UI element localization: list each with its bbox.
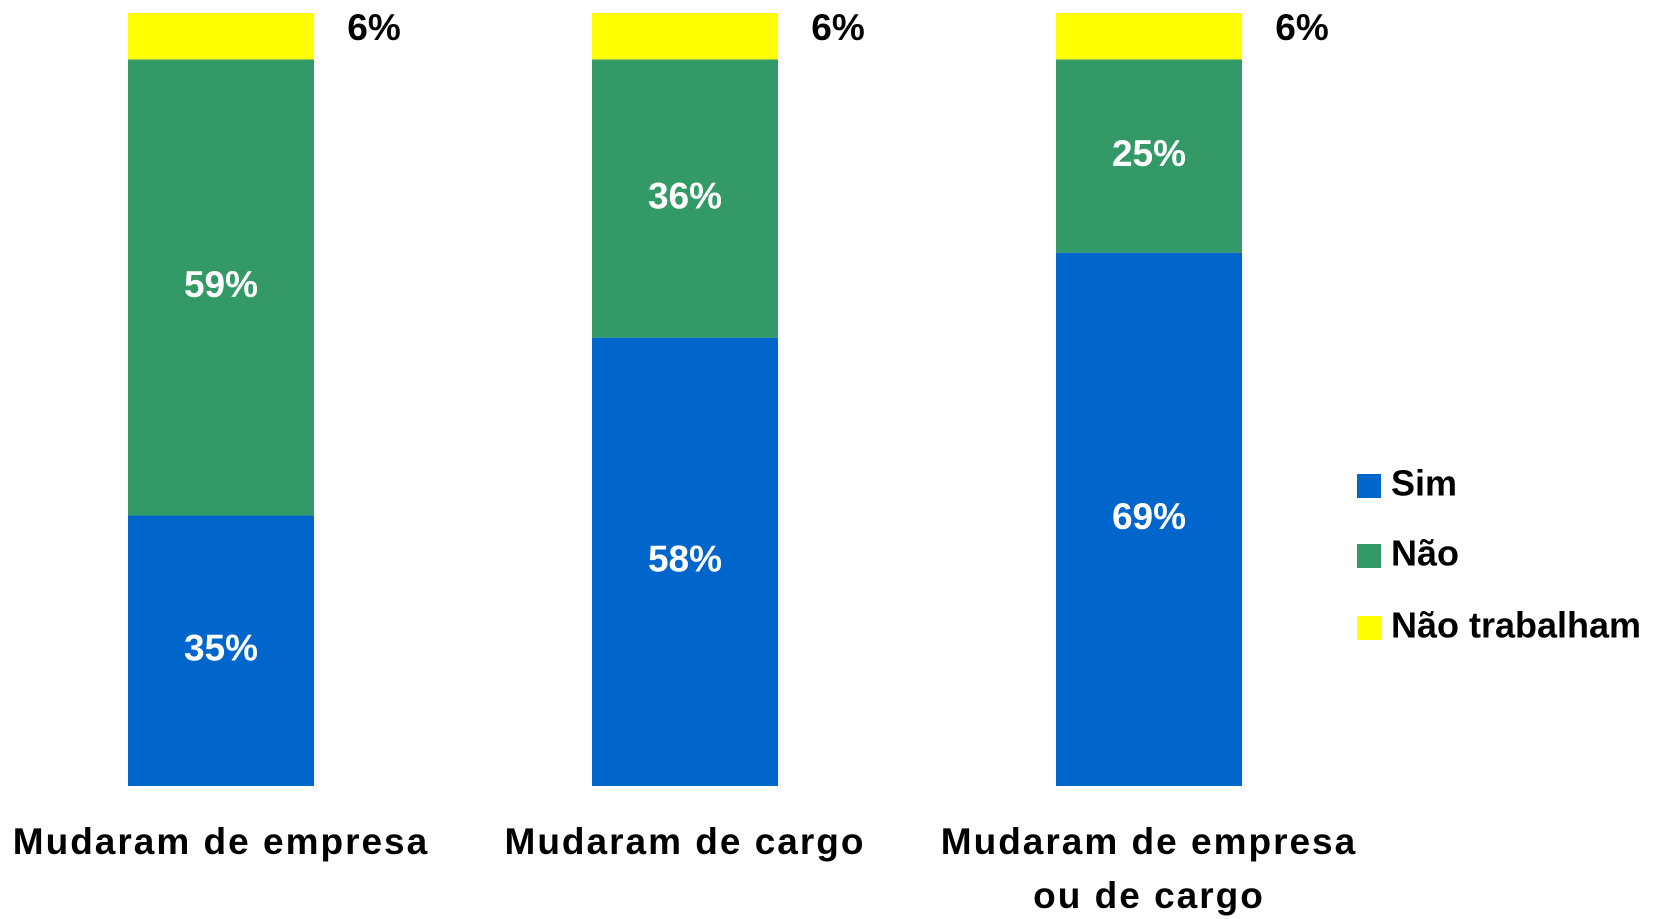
bar-segment <box>128 59 314 516</box>
bar-segment <box>1056 13 1242 60</box>
legend-label: Sim <box>1391 463 1457 504</box>
legend-label: Não trabalham <box>1391 605 1641 646</box>
data-label: 58% <box>648 539 722 580</box>
legend-swatch <box>1357 544 1381 568</box>
bar-segment <box>128 515 314 786</box>
bar-segment <box>1056 59 1242 253</box>
data-label: 6% <box>811 7 864 48</box>
bar-segment <box>128 13 314 60</box>
data-label: 36% <box>648 175 722 216</box>
data-label: 6% <box>1275 7 1328 48</box>
x-tick-label: Mudaram de empresa ou de cargo <box>940 821 1358 916</box>
x-tick-label: Mudaram de cargo <box>504 821 866 862</box>
data-label: 6% <box>347 7 400 48</box>
bar-segment <box>1056 252 1242 786</box>
data-label: 25% <box>1112 133 1186 174</box>
x-label-box: Mudaram de cargo <box>504 821 866 862</box>
data-label: 69% <box>1112 496 1186 537</box>
data-label: 59% <box>184 264 258 305</box>
bar-segment <box>592 337 778 786</box>
x-label-box: Mudaram de empresa ou de cargo <box>940 821 1358 916</box>
legend-swatch <box>1357 474 1381 498</box>
x-label-box: Mudaram de empresa <box>12 821 430 862</box>
legend-label: Não <box>1391 533 1459 574</box>
x-tick-label: Mudaram de empresa <box>12 821 430 862</box>
bar-segment <box>592 59 778 338</box>
bar-segment <box>592 13 778 60</box>
data-label: 35% <box>184 628 258 669</box>
legend-swatch <box>1357 616 1381 640</box>
